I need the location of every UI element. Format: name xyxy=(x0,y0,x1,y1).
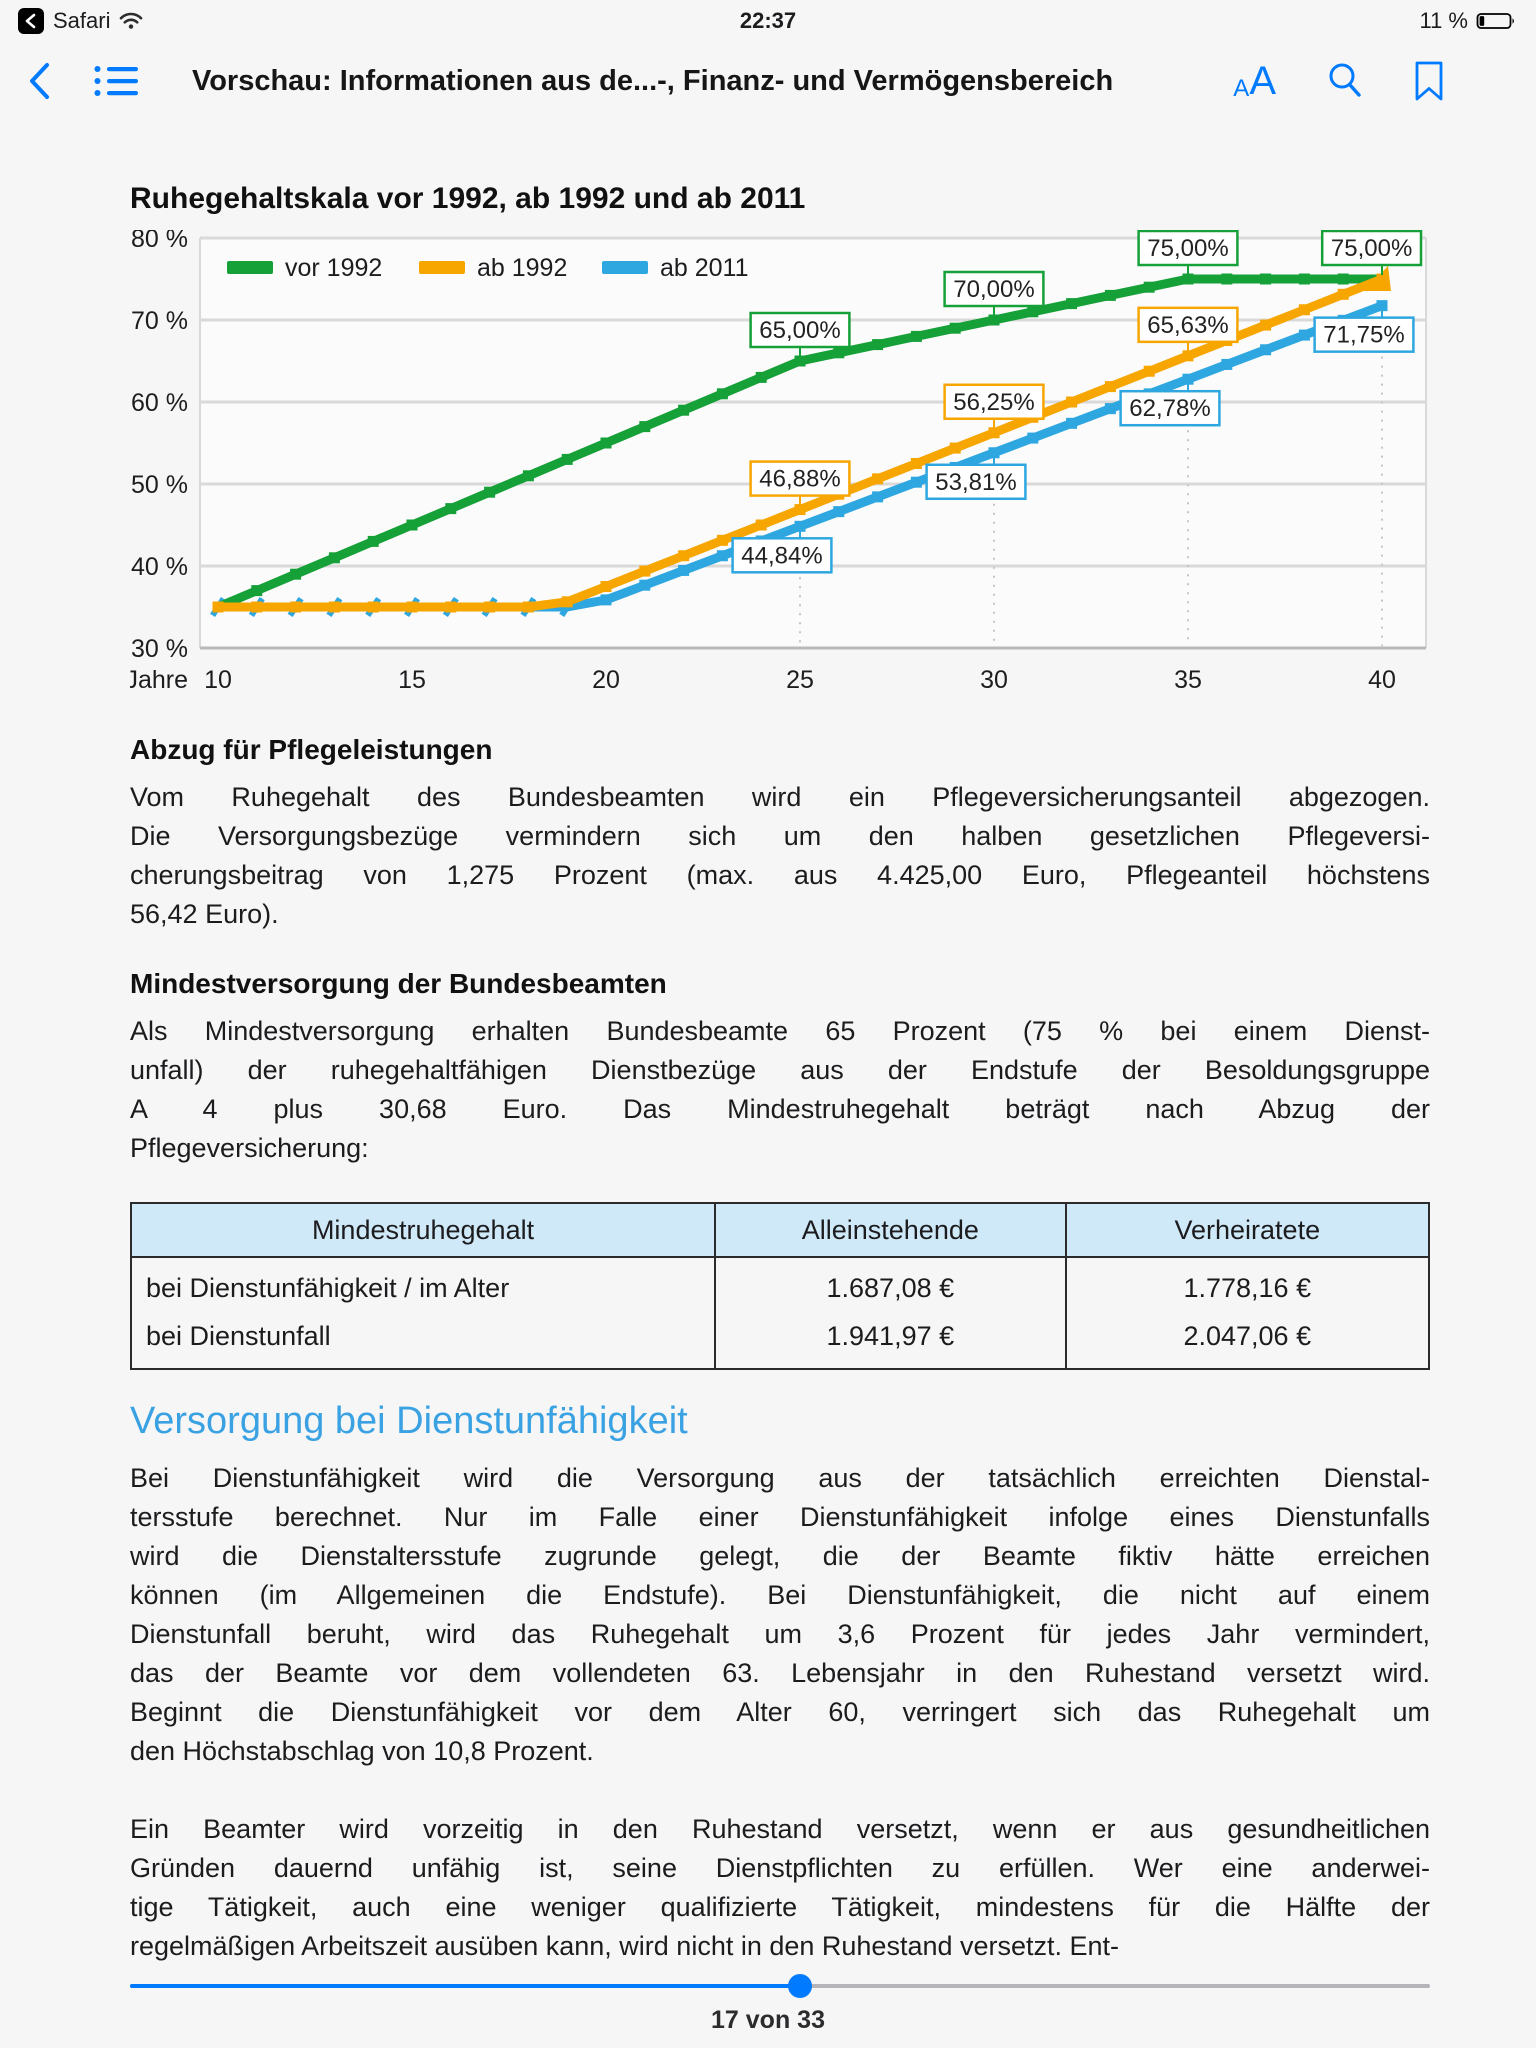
text-line: cherungsbeitrag von 1,275 Prozent (max. … xyxy=(130,860,1430,890)
paragraph-dienstunfaehigkeit-1: Bei Dienstunfähigkeit wird die Versorgun… xyxy=(130,1459,1430,1771)
svg-text:30 %: 30 % xyxy=(131,635,188,663)
reading-progress-fill xyxy=(130,1984,800,1988)
svg-text:75,00%: 75,00% xyxy=(1147,235,1228,262)
svg-text:40 %: 40 % xyxy=(131,553,188,581)
svg-text:ab 2011: ab 2011 xyxy=(660,254,749,282)
svg-text:56,25%: 56,25% xyxy=(953,389,1034,416)
text-line: Als Mindestversorgung erhalten Bundesbea… xyxy=(130,1016,1430,1046)
back-chevron-icon[interactable] xyxy=(26,61,52,101)
svg-text:vor 1992: vor 1992 xyxy=(285,254,382,282)
book-title: Vorschau: Informationen aus de...-, Fina… xyxy=(192,64,1114,97)
svg-text:65,63%: 65,63% xyxy=(1147,312,1228,339)
svg-text:Jahre: Jahre xyxy=(130,666,188,694)
svg-text:15: 15 xyxy=(398,666,426,694)
svg-text:10: 10 xyxy=(204,666,232,694)
progress-slider-knob[interactable] xyxy=(787,1974,812,1998)
text-line: unfall) der ruhegehaltfähigen Dienstbezü… xyxy=(130,1055,1430,1085)
status-time: 22:37 xyxy=(739,8,797,33)
svg-text:70 %: 70 % xyxy=(131,307,188,335)
svg-text:53,81%: 53,81% xyxy=(935,469,1016,496)
status-app-label[interactable]: Safari xyxy=(53,8,111,33)
toc-icon[interactable] xyxy=(94,63,138,99)
text-line: Beginnt die Dienstunfähigkeit vor dem Al… xyxy=(130,1697,1430,1727)
wifi-icon xyxy=(120,12,143,29)
text-line: A 4 plus 30,68 Euro. Das Mindestruhegeha… xyxy=(130,1094,1430,1124)
svg-text:30: 30 xyxy=(980,666,1008,694)
table-row: bei Dienstunfall 1.941,97 € 2.047,06 € xyxy=(129,1312,1431,1370)
nav-bar: Vorschau: Informationen aus de...-, Fina… xyxy=(0,42,1536,120)
paragraph-dienstunfaehigkeit-2: Ein Beamter wird vorzeitig in den Ruhest… xyxy=(130,1810,1430,1966)
table-header-cell: Verheiratete xyxy=(1064,1202,1431,1258)
text-line: Ein Beamter wird vorzeitig in den Ruhest… xyxy=(130,1814,1430,1844)
text-line: Gründen dauernd unfähig ist, seine Diens… xyxy=(130,1853,1430,1883)
text-line: den Höchstabschlag von 10,8 Prozent. xyxy=(130,1736,594,1766)
table-header-cell: Mindestruhegehalt xyxy=(129,1202,717,1258)
svg-text:35: 35 xyxy=(1174,666,1202,694)
svg-text:40: 40 xyxy=(1368,666,1396,694)
text-line: Dienstunfall beruht, wird das Ruhegehalt… xyxy=(130,1619,1430,1649)
status-bar: Safari 22:37 11 % xyxy=(0,0,1536,42)
mindestruhegehalt-table: Mindestruhegehalt Alleinstehende Verheir… xyxy=(129,1202,1431,1370)
page-indicator: 17 von 33 xyxy=(711,2006,825,2034)
table-cell: bei Dienstunfähigkeit / im Alter xyxy=(129,1257,717,1312)
svg-text:25: 25 xyxy=(786,666,814,694)
table-row: bei Dienstunfähigkeit / im Alter 1.687,0… xyxy=(129,1257,1431,1312)
table-header-cell: Alleinstehende xyxy=(714,1202,1067,1258)
search-icon[interactable] xyxy=(1326,61,1364,101)
svg-text:80 %: 80 % xyxy=(131,230,188,253)
bookmark-icon[interactable] xyxy=(1414,61,1444,101)
table-cell: 1.687,08 € xyxy=(714,1257,1067,1312)
svg-text:44,84%: 44,84% xyxy=(741,542,822,569)
svg-text:46,88%: 46,88% xyxy=(759,466,840,493)
section-heading-pflege: Abzug für Pflegeleistungen xyxy=(130,734,493,765)
table-cell: bei Dienstunfall xyxy=(129,1312,717,1370)
svg-text:60 %: 60 % xyxy=(131,389,188,417)
table-cell: 2.047,06 € xyxy=(1064,1312,1431,1370)
text-line: tige Tätigkeit, auch eine weniger qualif… xyxy=(130,1892,1430,1922)
svg-text:50 %: 50 % xyxy=(131,471,188,499)
svg-text:70,00%: 70,00% xyxy=(953,276,1034,303)
chapter-heading: Versorgung bei Dienstunfähigkeit xyxy=(130,1400,688,1442)
page-content: Ruhegehaltskala vor 1992, ab 1992 und ab… xyxy=(129,182,1431,1966)
table-cell: 1.941,97 € xyxy=(714,1312,1067,1370)
svg-text:71,75%: 71,75% xyxy=(1323,322,1404,349)
text-line: das der Beamte vor dem vollendeten 63. L… xyxy=(130,1658,1430,1688)
text-line: Die Versorgungsbezüge vermindern sich um… xyxy=(130,821,1430,851)
text-line: tersstufe berechnet. Nur im Falle einer … xyxy=(130,1502,1430,1532)
svg-text:62,78%: 62,78% xyxy=(1129,395,1210,422)
text-line: regelmäßigen Arbeitszeit ausüben kann, w… xyxy=(130,1931,1120,1961)
battery-icon xyxy=(1476,13,1514,29)
paragraph-mindestversorgung: Als Mindestversorgung erhalten Bundesbea… xyxy=(130,1012,1430,1168)
section-heading-mindestversorgung: Mindestversorgung der Bundesbeamten xyxy=(130,968,667,999)
battery-percent: 11 % xyxy=(1419,8,1468,33)
text-line: wird die Dienstaltersstufe zugrunde gele… xyxy=(130,1541,1430,1571)
svg-text:ab 1992: ab 1992 xyxy=(477,254,567,282)
text-line: 56,42 Euro). xyxy=(130,899,279,929)
app-switch-back-icon[interactable] xyxy=(18,8,44,34)
svg-text:75,00%: 75,00% xyxy=(1331,235,1412,262)
reading-progress-slider[interactable] xyxy=(130,1974,1430,1998)
table-header-row: Mindestruhegehalt Alleinstehende Verheir… xyxy=(129,1202,1431,1258)
svg-text:20: 20 xyxy=(592,666,620,694)
pension-scale-chart: 80 % 70 % 60 % 50 % 40 % 30 % Jahre 10 15 20 25 30 3… xyxy=(130,230,1427,694)
paragraph-pflege: Vom Ruhegehalt des Bundesbeamten wird ei… xyxy=(130,778,1430,934)
text-line: Bei Dienstunfähigkeit wird die Versorgun… xyxy=(130,1463,1430,1493)
text-line: Vom Ruhegehalt des Bundesbeamten wird ei… xyxy=(130,782,1430,812)
table-cell: 1.778,16 € xyxy=(1064,1257,1431,1312)
text-line: können (im Allgemeinen die Endstufe). Be… xyxy=(130,1580,1430,1610)
text-line: Pflegeversicherung: xyxy=(130,1133,369,1163)
svg-text:65,00%: 65,00% xyxy=(759,317,840,344)
chart-title: Ruhegehaltskala vor 1992, ab 1992 und ab… xyxy=(130,182,806,215)
